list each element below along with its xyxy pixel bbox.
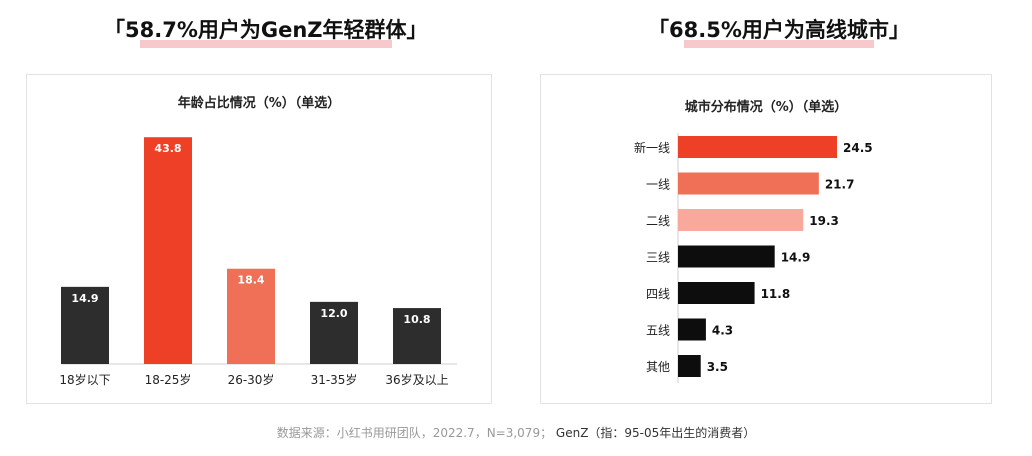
city-bar — [678, 355, 701, 377]
city-chart-title: 城市分布情况（%）（单选） — [685, 99, 848, 115]
age-bar — [310, 301, 358, 364]
source-genz-note: GenZ（指：95-05年出生的消费者） — [555, 426, 756, 440]
age-category-label: 26-30岁 — [228, 372, 275, 387]
age-bar-value-label: 12.0 — [320, 307, 347, 320]
age-bar-value-label: 18.4 — [237, 274, 264, 287]
source-prefix: 数据来源：小红书用研团队，2022.7，N=3,079； — [276, 426, 553, 440]
age-bar — [61, 286, 109, 364]
age-category-label: 31-35岁 — [311, 372, 358, 387]
city-bar-value-label: 4.3 — [712, 324, 733, 338]
age-bar-chart: 年龄占比情况（%）（单选） 14.9 18岁以下 43.8 18-25岁 18.4 26-… — [59, 95, 457, 387]
age-category-label: 36岁及以上 — [385, 372, 448, 387]
age-bar-value-label: 14.9 — [71, 292, 98, 305]
city-chart-panel: 城市分布情况（%）（单选） 24.5 新一线 21.7 一线 19.3 二线 14.9 三线 1… — [540, 74, 992, 404]
city-category-label: 五线 — [646, 324, 670, 338]
city-category-label: 其他 — [646, 360, 670, 374]
age-bar-value-label: 43.8 — [154, 142, 181, 155]
city-bar — [678, 136, 837, 158]
city-bar — [678, 209, 804, 231]
age-bar — [144, 137, 192, 364]
headline-age: 「58.7%用户为GenZ年轻群体」 — [104, 14, 428, 48]
city-bar — [678, 318, 706, 341]
city-category-label: 新一线 — [634, 140, 670, 155]
data-source-note: 数据来源：小红书用研团队，2022.7，N=3,079； GenZ（指：95-0… — [0, 424, 1032, 441]
age-chart-title: 年龄占比情况（%）（单选） — [178, 95, 341, 111]
age-bar — [393, 308, 441, 364]
age-category-label: 18-25岁 — [145, 372, 192, 387]
age-category-label: 18岁以下 — [59, 372, 110, 387]
age-chart-panel: 年龄占比情况（%）（单选） 14.9 18岁以下 43.8 18-25岁 18.4 26-… — [26, 74, 492, 404]
city-bar — [678, 172, 819, 195]
city-category-label: 二线 — [646, 214, 670, 228]
headline-city: 「68.5%用户为高线城市」 — [648, 14, 910, 48]
age-bar-value-label: 10.8 — [403, 313, 430, 326]
age-bar — [227, 268, 275, 364]
city-bar-value-label: 3.5 — [707, 360, 728, 374]
city-bar — [678, 282, 755, 304]
city-bar-chart: 城市分布情况（%）（单选） 24.5 新一线 21.7 一线 19.3 二线 14.9 三线 1… — [634, 99, 873, 383]
city-bar — [678, 245, 775, 268]
headline-city-text: 「68.5%用户为高线城市」 — [648, 18, 910, 42]
city-category-label: 一线 — [646, 178, 670, 192]
city-bar-value-label: 24.5 — [843, 141, 873, 155]
city-bar-value-label: 21.7 — [825, 178, 855, 192]
city-bar-value-label: 11.8 — [761, 287, 791, 301]
city-category-label: 四线 — [646, 287, 670, 301]
headline-age-text: 「58.7%用户为GenZ年轻群体」 — [104, 18, 428, 42]
city-bar-value-label: 14.9 — [781, 251, 811, 265]
city-bar-value-label: 19.3 — [809, 214, 839, 228]
city-category-label: 三线 — [646, 251, 670, 265]
